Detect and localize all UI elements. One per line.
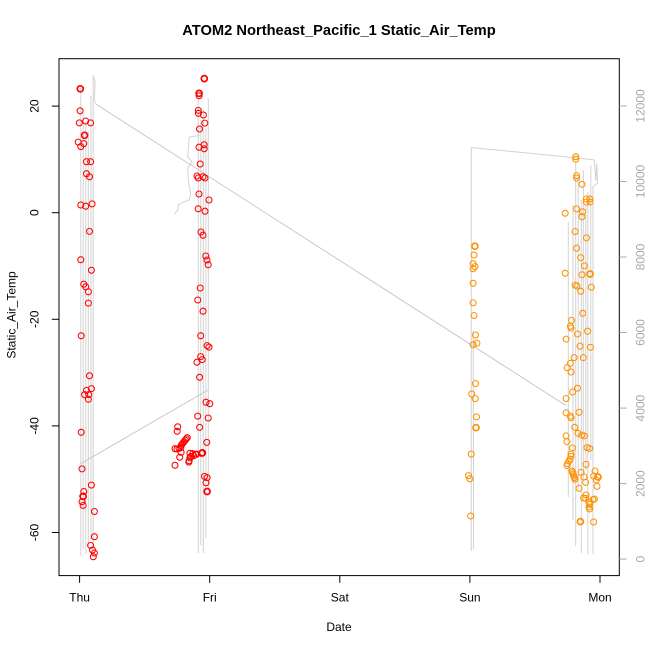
svg-text:8000: 8000 (634, 243, 648, 270)
svg-text:12000: 12000 (634, 89, 648, 123)
svg-text:6000: 6000 (634, 319, 648, 346)
svg-text:Mon: Mon (588, 591, 611, 605)
svg-text:0: 0 (28, 209, 42, 216)
svg-text:0: 0 (634, 555, 648, 562)
svg-text:ATOM2 Northeast_Pacific_1 Stat: ATOM2 Northeast_Pacific_1 Static_Air_Tem… (182, 23, 495, 39)
svg-text:2000: 2000 (634, 470, 648, 497)
svg-text:Sat: Sat (331, 591, 350, 605)
svg-text:-60: -60 (28, 524, 42, 542)
svg-text:20: 20 (28, 99, 42, 113)
svg-text:Static_Air_Temp: Static_Air_Temp (5, 271, 19, 359)
svg-text:-40: -40 (28, 417, 42, 435)
svg-text:Thu: Thu (69, 591, 90, 605)
svg-text:-20: -20 (28, 310, 42, 328)
svg-text:4000: 4000 (634, 394, 648, 421)
svg-text:10000: 10000 (634, 164, 648, 198)
svg-text:Date: Date (326, 620, 352, 634)
svg-text:Sun: Sun (459, 591, 480, 605)
svg-text:Fri: Fri (203, 591, 217, 605)
